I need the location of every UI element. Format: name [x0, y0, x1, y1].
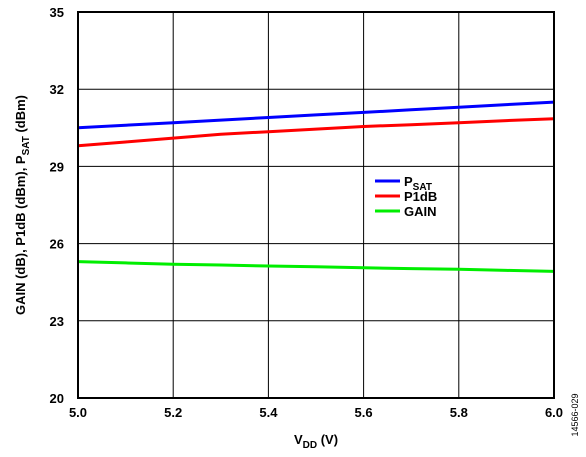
- legend-label-psat: PSAT: [404, 174, 432, 193]
- y-tick-label: 29: [50, 159, 64, 174]
- y-axis-title-main: GAIN (dB), P1dB (dBm), P: [13, 155, 28, 315]
- series-line-psat: [77, 100, 555, 130]
- x-tick-label: 6.0: [545, 405, 563, 420]
- series-line-p1db: [77, 117, 555, 148]
- y-tick-label: 26: [50, 237, 64, 252]
- y-tick-label: 32: [50, 82, 64, 97]
- legend-label-gain: GAIN: [404, 204, 437, 219]
- y-tick-label: 23: [50, 314, 64, 329]
- grid: [78, 12, 554, 398]
- x-tick-label: 5.8: [450, 405, 468, 420]
- y-axis-title: GAIN (dB), P1dB (dBm), PSAT (dBm): [13, 95, 32, 315]
- x-tick-label: 5.4: [259, 405, 278, 420]
- legend-label-p1db: P1dB: [404, 189, 437, 204]
- figure-id: 14566-029: [570, 393, 580, 436]
- x-axis-title-suffix: (V): [317, 432, 338, 447]
- x-tick-labels: 5.0 5.2 5.4 5.6 5.8 6.0: [69, 405, 563, 420]
- x-axis-title: VDD (V): [294, 432, 338, 451]
- y-axis-title-suffix: (dBm): [13, 95, 28, 136]
- plot-frame: [77, 11, 555, 399]
- x-tick-label: 5.2: [164, 405, 182, 420]
- x-tick-label: 5.6: [355, 405, 373, 420]
- y-tick-labels: 20 23 26 29 32 35: [50, 5, 64, 406]
- y-tick-label: 35: [50, 5, 64, 20]
- plot-background: [78, 12, 554, 398]
- series-line-gain: [77, 260, 555, 273]
- x-tick-label: 5.0: [69, 405, 87, 420]
- x-axis-title-main: V: [294, 432, 303, 447]
- y-axis-title-sub: SAT: [21, 136, 32, 155]
- y-tick-label: 20: [50, 391, 64, 406]
- x-axis-title-sub: DD: [303, 440, 317, 451]
- series-group: [77, 100, 555, 273]
